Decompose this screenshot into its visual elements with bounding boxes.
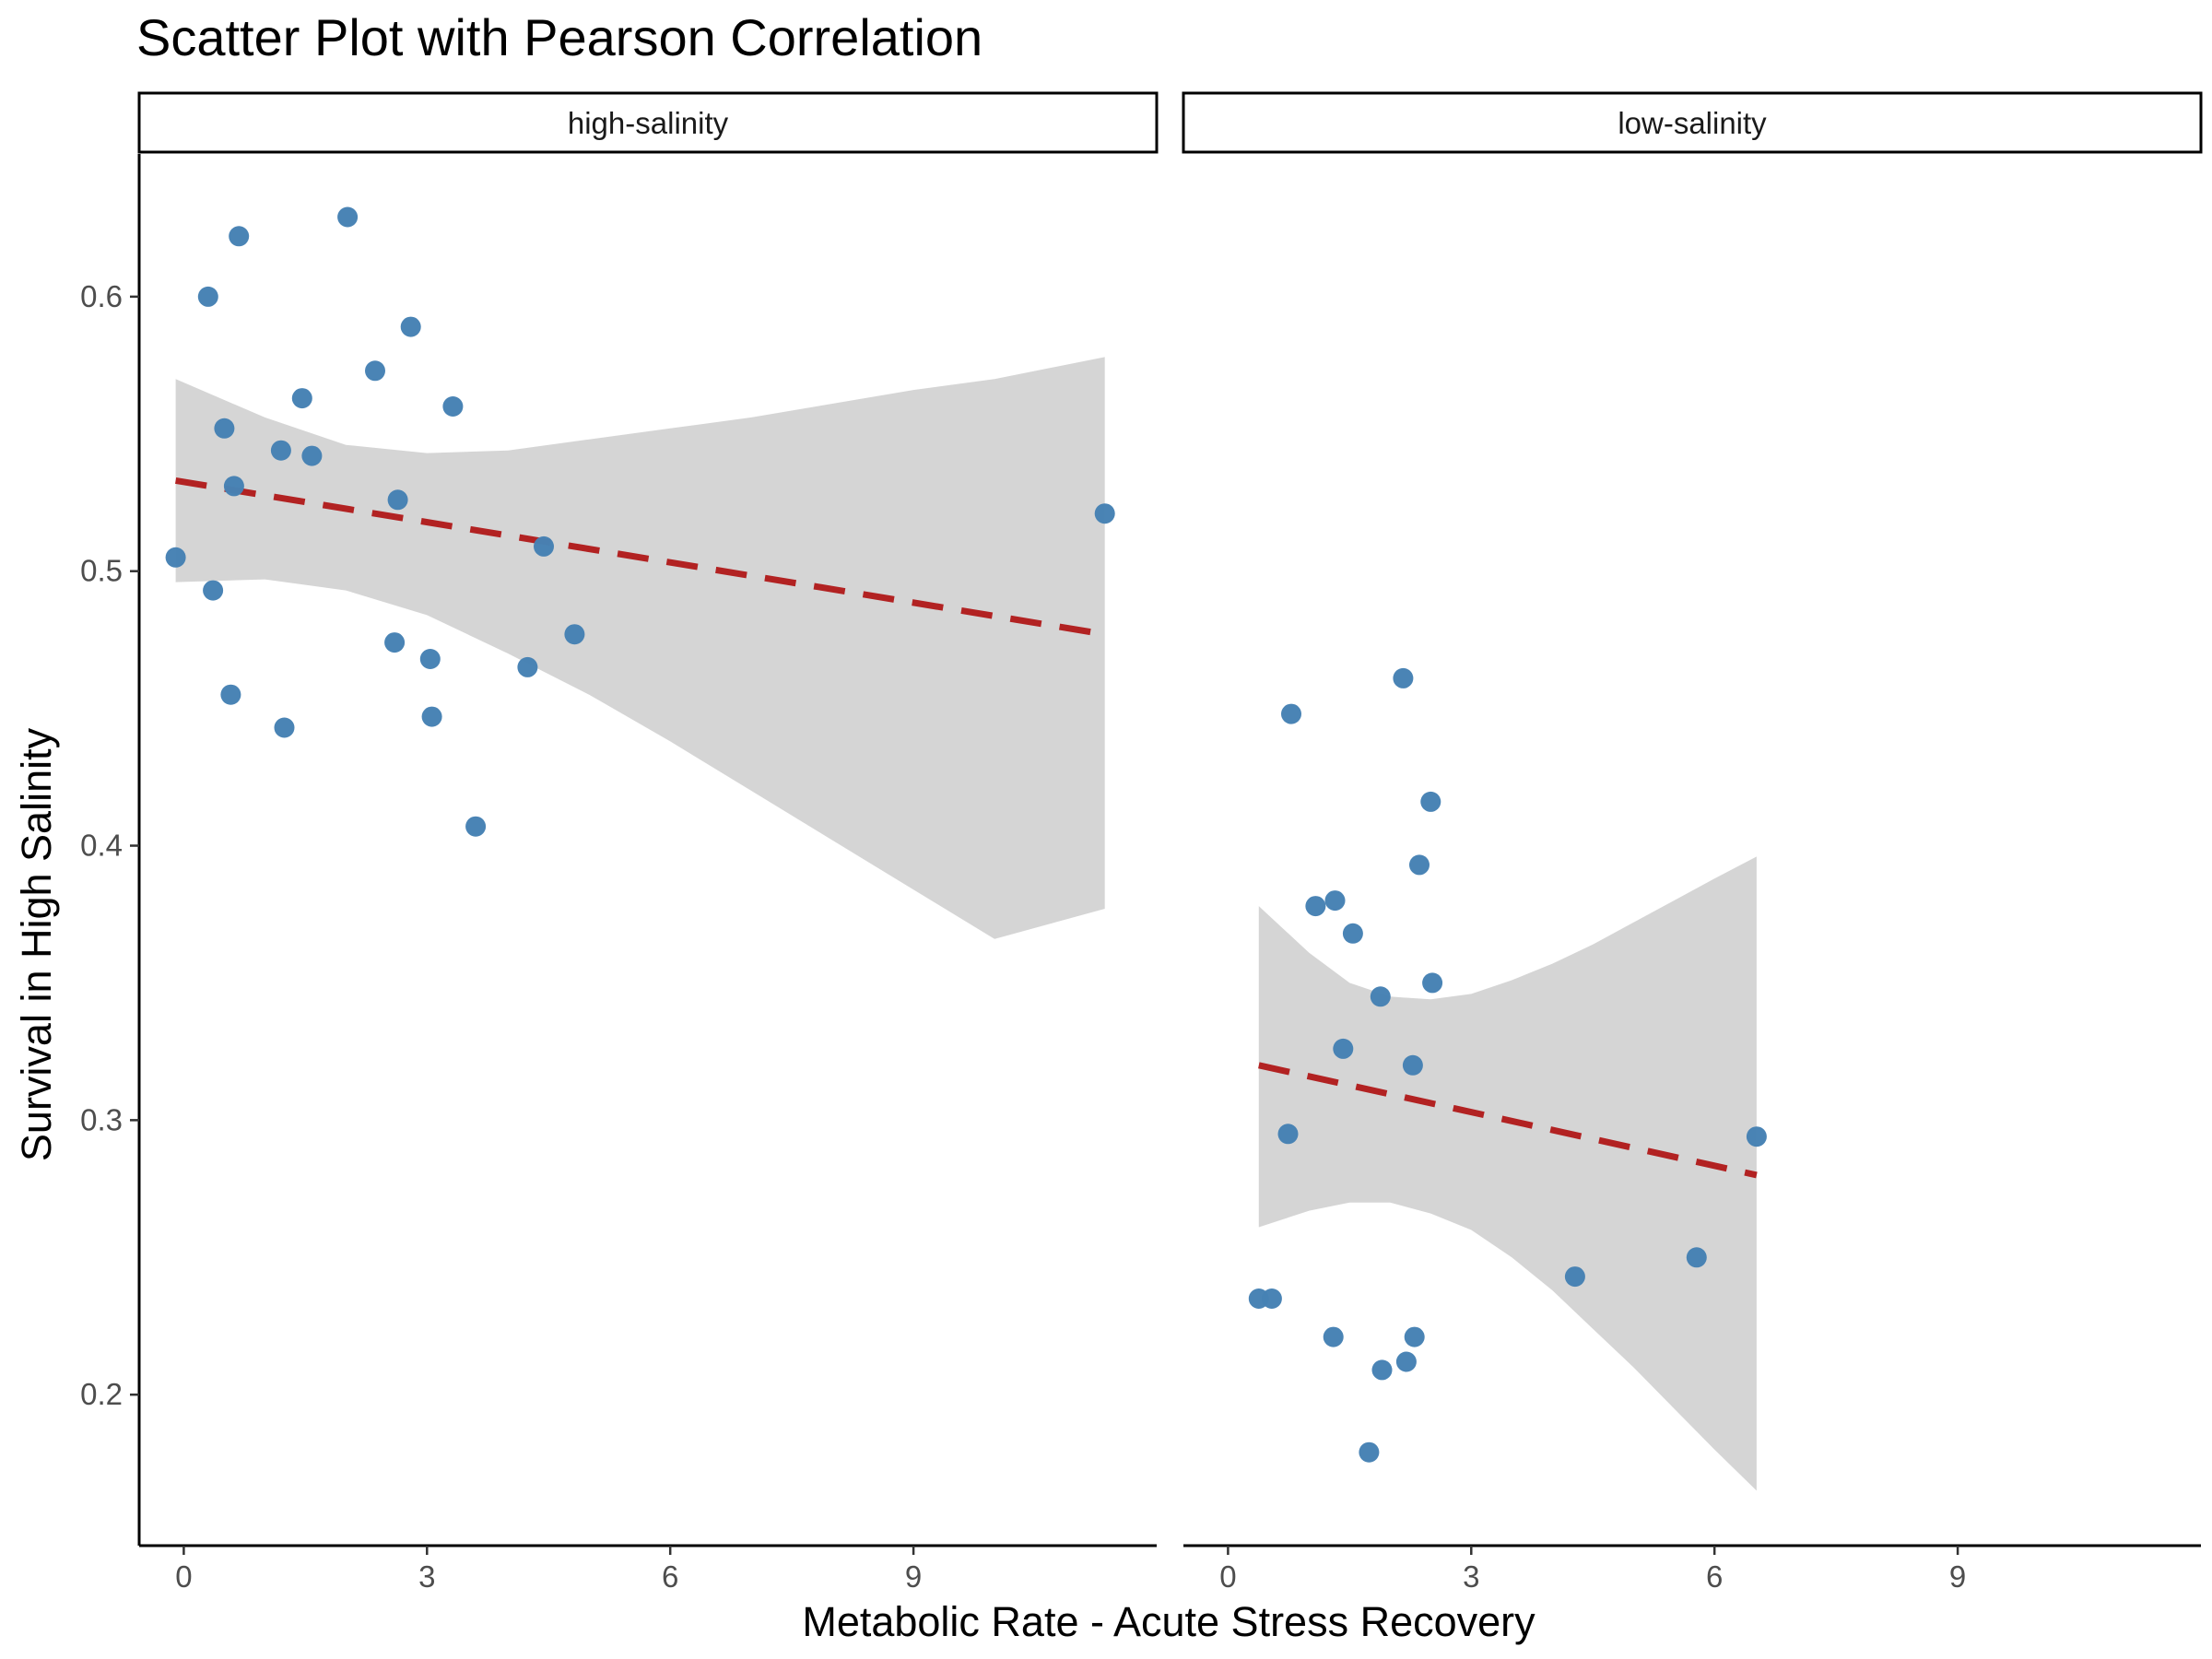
data-point-high-salinity-6: [229, 226, 250, 247]
data-point-low-salinity-16: [1409, 854, 1430, 876]
data-point-low-salinity-19: [1564, 1266, 1585, 1288]
y-tick-label-2: 0.4: [80, 829, 123, 863]
confidence-ribbon-low-salinity: [1258, 856, 1757, 1491]
data-point-high-salinity-23: [1094, 503, 1115, 524]
x-tick-label-low-salinity-0: 0: [1219, 1559, 1236, 1594]
data-point-low-salinity-1: [1261, 1288, 1282, 1309]
data-point-low-salinity-17: [1420, 791, 1441, 812]
regression-line-high-salinity: [175, 477, 1106, 638]
data-point-low-salinity-10: [1370, 986, 1391, 1007]
strip-label-high-salinity: high-salinity: [568, 106, 729, 140]
data-point-low-salinity-21: [1746, 1126, 1767, 1147]
data-point-high-salinity-20: [517, 656, 538, 677]
data-point-high-salinity-2: [203, 580, 224, 601]
panel-high-salinity: high-salinity: [137, 91, 1159, 939]
y-tick-label-3: 0.5: [80, 554, 123, 588]
fit-layer-high-salinity: [175, 477, 1106, 638]
data-point-high-salinity-14: [387, 489, 408, 511]
fit-layer-low-salinity: [1258, 1062, 1758, 1179]
data-point-low-salinity-2: [1277, 1124, 1299, 1145]
x-tick-label-high-salinity-3: 9: [905, 1559, 922, 1594]
x-tick-label-high-salinity-1: 3: [418, 1559, 435, 1594]
data-point-low-salinity-12: [1393, 667, 1414, 688]
data-point-low-salinity-15: [1404, 1326, 1425, 1347]
data-point-low-salinity-11: [1371, 1359, 1393, 1381]
y-axis-title: Survival in High Salinity: [13, 727, 60, 1161]
data-point-high-salinity-22: [564, 624, 585, 645]
strip-box-high-salinity: [137, 91, 1159, 154]
data-point-high-salinity-18: [442, 396, 464, 417]
data-point-high-salinity-5: [223, 476, 244, 497]
data-point-high-salinity-13: [384, 632, 406, 653]
chart-title: Scatter Plot with Pearson Correlation: [136, 8, 982, 66]
points-layer-low-salinity: [1248, 667, 1767, 1463]
y-tick-label-4: 0.6: [80, 279, 123, 313]
strip-box-low-salinity: [1182, 91, 2203, 154]
data-point-high-salinity-0: [165, 547, 186, 568]
data-point-low-salinity-9: [1359, 1441, 1380, 1463]
data-point-high-salinity-19: [465, 816, 487, 837]
data-point-high-salinity-8: [274, 717, 295, 738]
data-point-high-salinity-12: [365, 360, 385, 382]
points-layer-high-salinity: [165, 206, 1115, 837]
data-point-low-salinity-4: [1305, 896, 1326, 917]
axes-layer: 0 3 6 9 0 3 6 9 0.2 0.3 0.4 0.5 0.6: [80, 154, 2201, 1594]
ribbon-layer-high-salinity: [175, 357, 1105, 939]
y-tick-label-1: 0.3: [80, 1102, 123, 1136]
data-point-high-salinity-21: [534, 535, 554, 557]
strip-label-low-salinity: low-salinity: [1618, 106, 1767, 140]
x-tick-label-low-salinity-2: 6: [1706, 1559, 1723, 1594]
data-point-high-salinity-4: [220, 684, 241, 705]
data-point-low-salinity-18: [1422, 972, 1443, 994]
x-axis-title: Metabolic Rate - Acute Stress Recovery: [802, 1598, 1535, 1645]
y-tick-label-0: 0.2: [80, 1377, 123, 1411]
regression-line-low-salinity: [1258, 1062, 1758, 1179]
data-point-high-salinity-10: [301, 445, 323, 466]
data-point-low-salinity-3: [1281, 703, 1301, 724]
data-point-high-salinity-11: [337, 206, 359, 228]
data-point-low-salinity-7: [1333, 1038, 1354, 1059]
x-tick-label-low-salinity-3: 9: [1949, 1559, 1966, 1594]
data-point-high-salinity-9: [291, 388, 312, 409]
ribbon-layer-low-salinity: [1258, 856, 1757, 1491]
data-point-low-salinity-6: [1324, 890, 1346, 912]
data-point-high-salinity-17: [421, 706, 442, 727]
x-tick-label-low-salinity-1: 3: [1463, 1559, 1479, 1594]
x-tick-label-high-salinity-2: 6: [662, 1559, 678, 1594]
data-point-high-salinity-3: [214, 418, 235, 439]
data-point-high-salinity-1: [197, 286, 218, 307]
data-point-low-salinity-8: [1342, 923, 1363, 944]
data-point-low-salinity-13: [1395, 1351, 1417, 1372]
data-point-high-salinity-7: [270, 440, 291, 461]
x-tick-label-high-salinity-0: 0: [175, 1559, 192, 1594]
data-point-low-salinity-5: [1323, 1326, 1344, 1347]
data-point-low-salinity-20: [1686, 1247, 1707, 1268]
confidence-ribbon-high-salinity: [175, 357, 1105, 939]
data-point-low-salinity-14: [1402, 1054, 1423, 1076]
panel-low-salinity: low-salinity: [1182, 91, 2203, 1491]
data-point-high-salinity-15: [400, 316, 421, 337]
data-point-high-salinity-16: [419, 649, 441, 669]
